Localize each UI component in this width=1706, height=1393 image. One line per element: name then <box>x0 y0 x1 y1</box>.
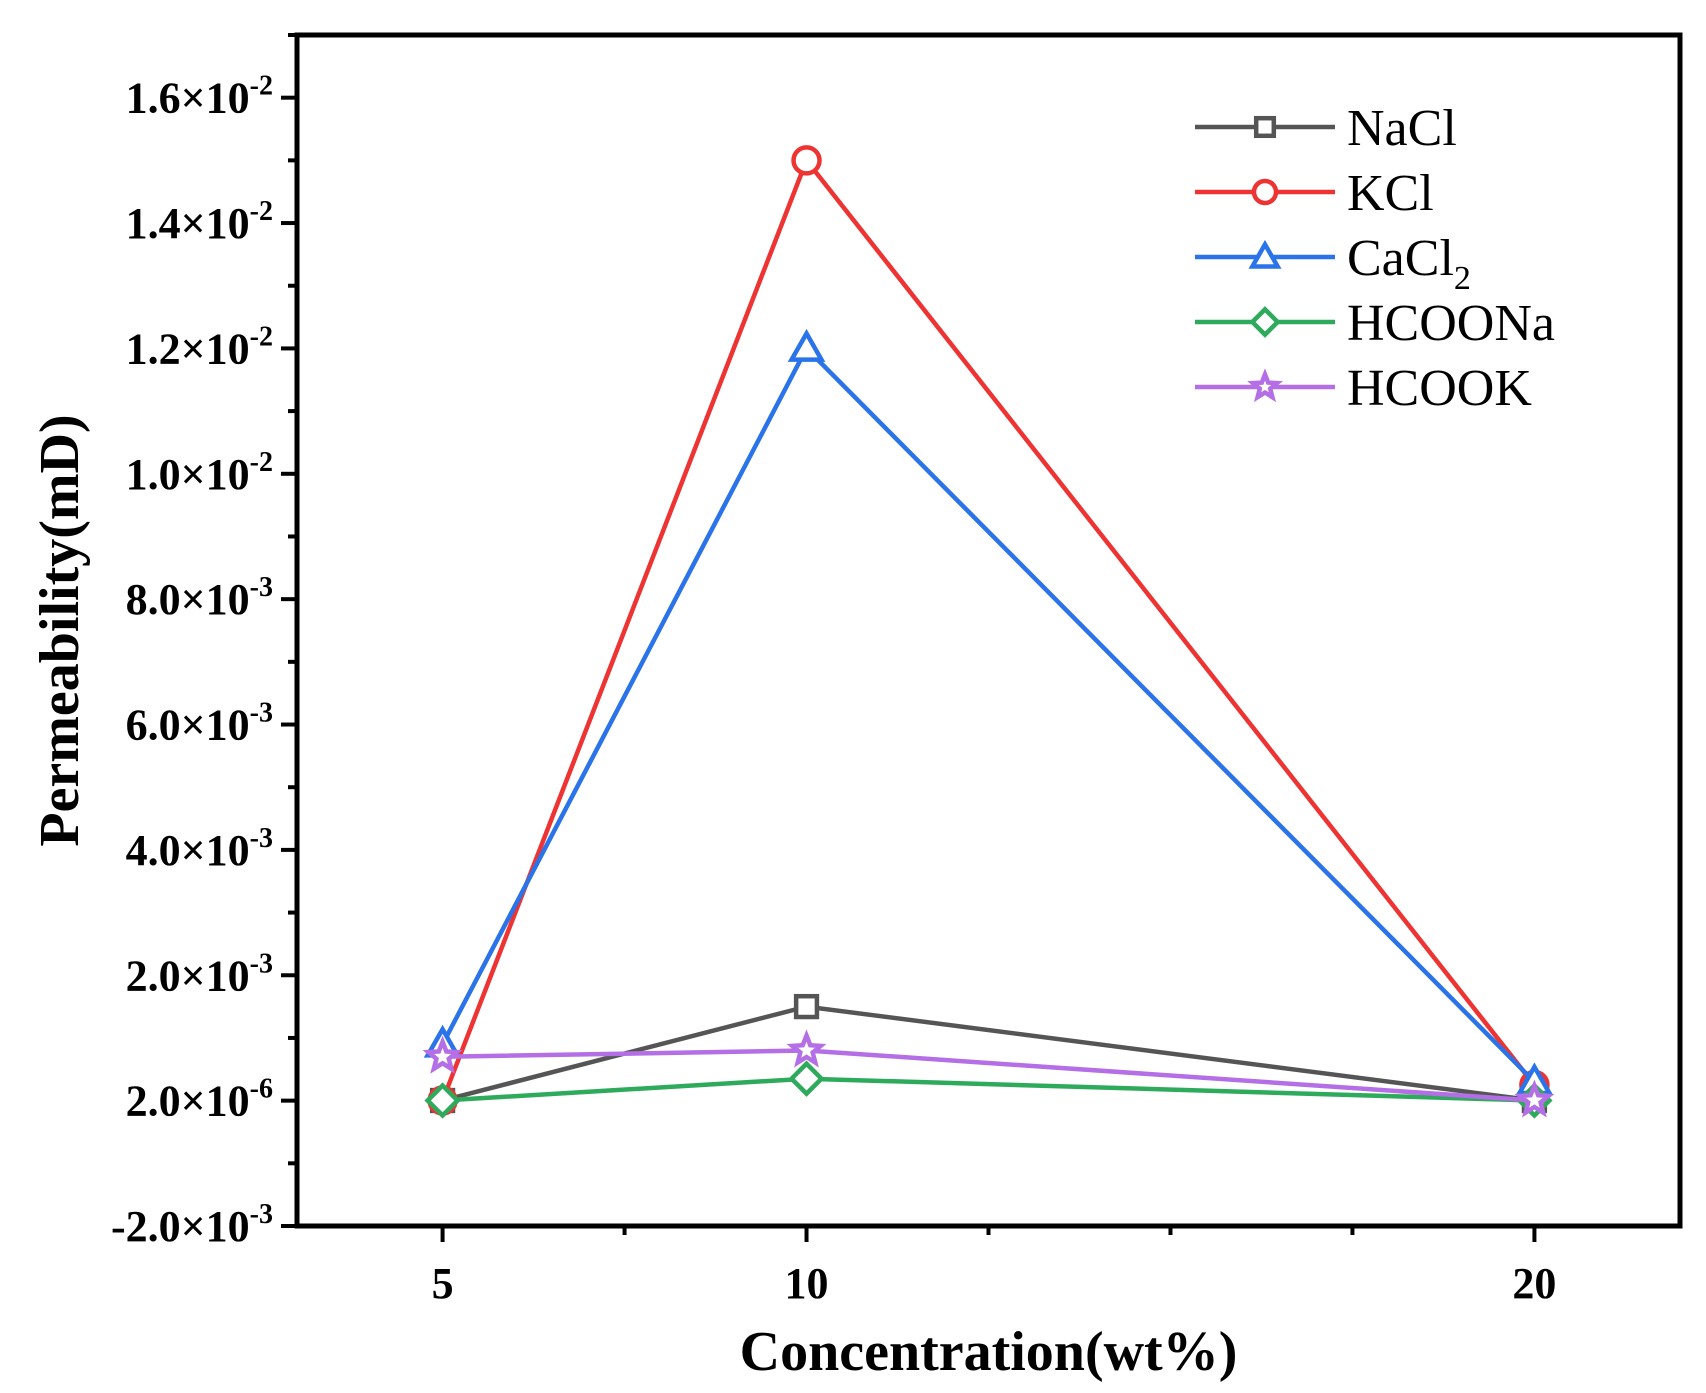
legend-label: NaCl <box>1347 100 1457 157</box>
x-tick-label: 10 <box>785 1259 829 1308</box>
data-point <box>791 145 822 176</box>
legend-marker <box>1251 178 1279 206</box>
series-group <box>422 145 1555 1119</box>
y-tick-label: 1.2×10-2 <box>126 321 273 373</box>
legend-item: CaCl2 <box>1195 230 1471 297</box>
legend-item: HCOOK <box>1195 360 1532 417</box>
x-axis-title: Concentration(wt%) <box>740 1321 1238 1383</box>
y-tick-label: 2.0×10-6 <box>126 1074 273 1126</box>
series-kcl <box>427 145 1550 1116</box>
data-point <box>793 993 820 1020</box>
legend-marker <box>1248 239 1282 269</box>
x-tick-label: 20 <box>1512 1259 1556 1308</box>
legend-label: HCOOK <box>1347 360 1532 417</box>
data-point <box>786 1029 827 1068</box>
y-tick-label: 6.0×10-3 <box>126 698 273 750</box>
y-tick-label: 8.0×10-3 <box>126 572 273 624</box>
y-axis: -2.0×10-3 2.0×10-6 2.0×10-3 4.0×10-3 6.0×10-… <box>111 33 297 1251</box>
series-cacl2 <box>423 328 1554 1096</box>
x-axis: 5 10 20 <box>432 1226 1556 1308</box>
data-point <box>787 328 826 362</box>
data-point <box>424 1082 461 1119</box>
data-point <box>1514 1079 1555 1118</box>
series-hcook <box>422 1029 1555 1118</box>
y-tick-label: 4.0×10-3 <box>126 823 273 875</box>
legend-label: KCl <box>1347 165 1434 222</box>
legend-item: HCOONa <box>1195 295 1555 352</box>
series-line <box>440 344 1536 1084</box>
plot-frame <box>294 32 1683 1229</box>
legend-marker <box>1253 115 1277 139</box>
legend-label: CaCl2 <box>1347 230 1471 297</box>
y-tick-label: 1.6×10-2 <box>126 71 273 123</box>
legend-item: KCl <box>1195 165 1434 222</box>
y-axis-title: Permeability(mD) <box>29 414 91 846</box>
y-tick-label: 2.0×10-3 <box>126 948 273 1000</box>
x-tick-label: 5 <box>432 1259 454 1308</box>
y-tick-label: 1.0×10-2 <box>126 447 273 499</box>
legend-marker <box>1249 306 1281 338</box>
legend-label: HCOONa <box>1347 295 1555 352</box>
legend-marker <box>1247 368 1283 403</box>
legend-item: NaCl <box>1195 100 1457 157</box>
data-point <box>422 1035 463 1074</box>
y-tick-label: 1.4×10-2 <box>126 196 273 248</box>
y-tick-label: -2.0×10-3 <box>111 1199 273 1251</box>
data-point <box>788 1060 825 1097</box>
